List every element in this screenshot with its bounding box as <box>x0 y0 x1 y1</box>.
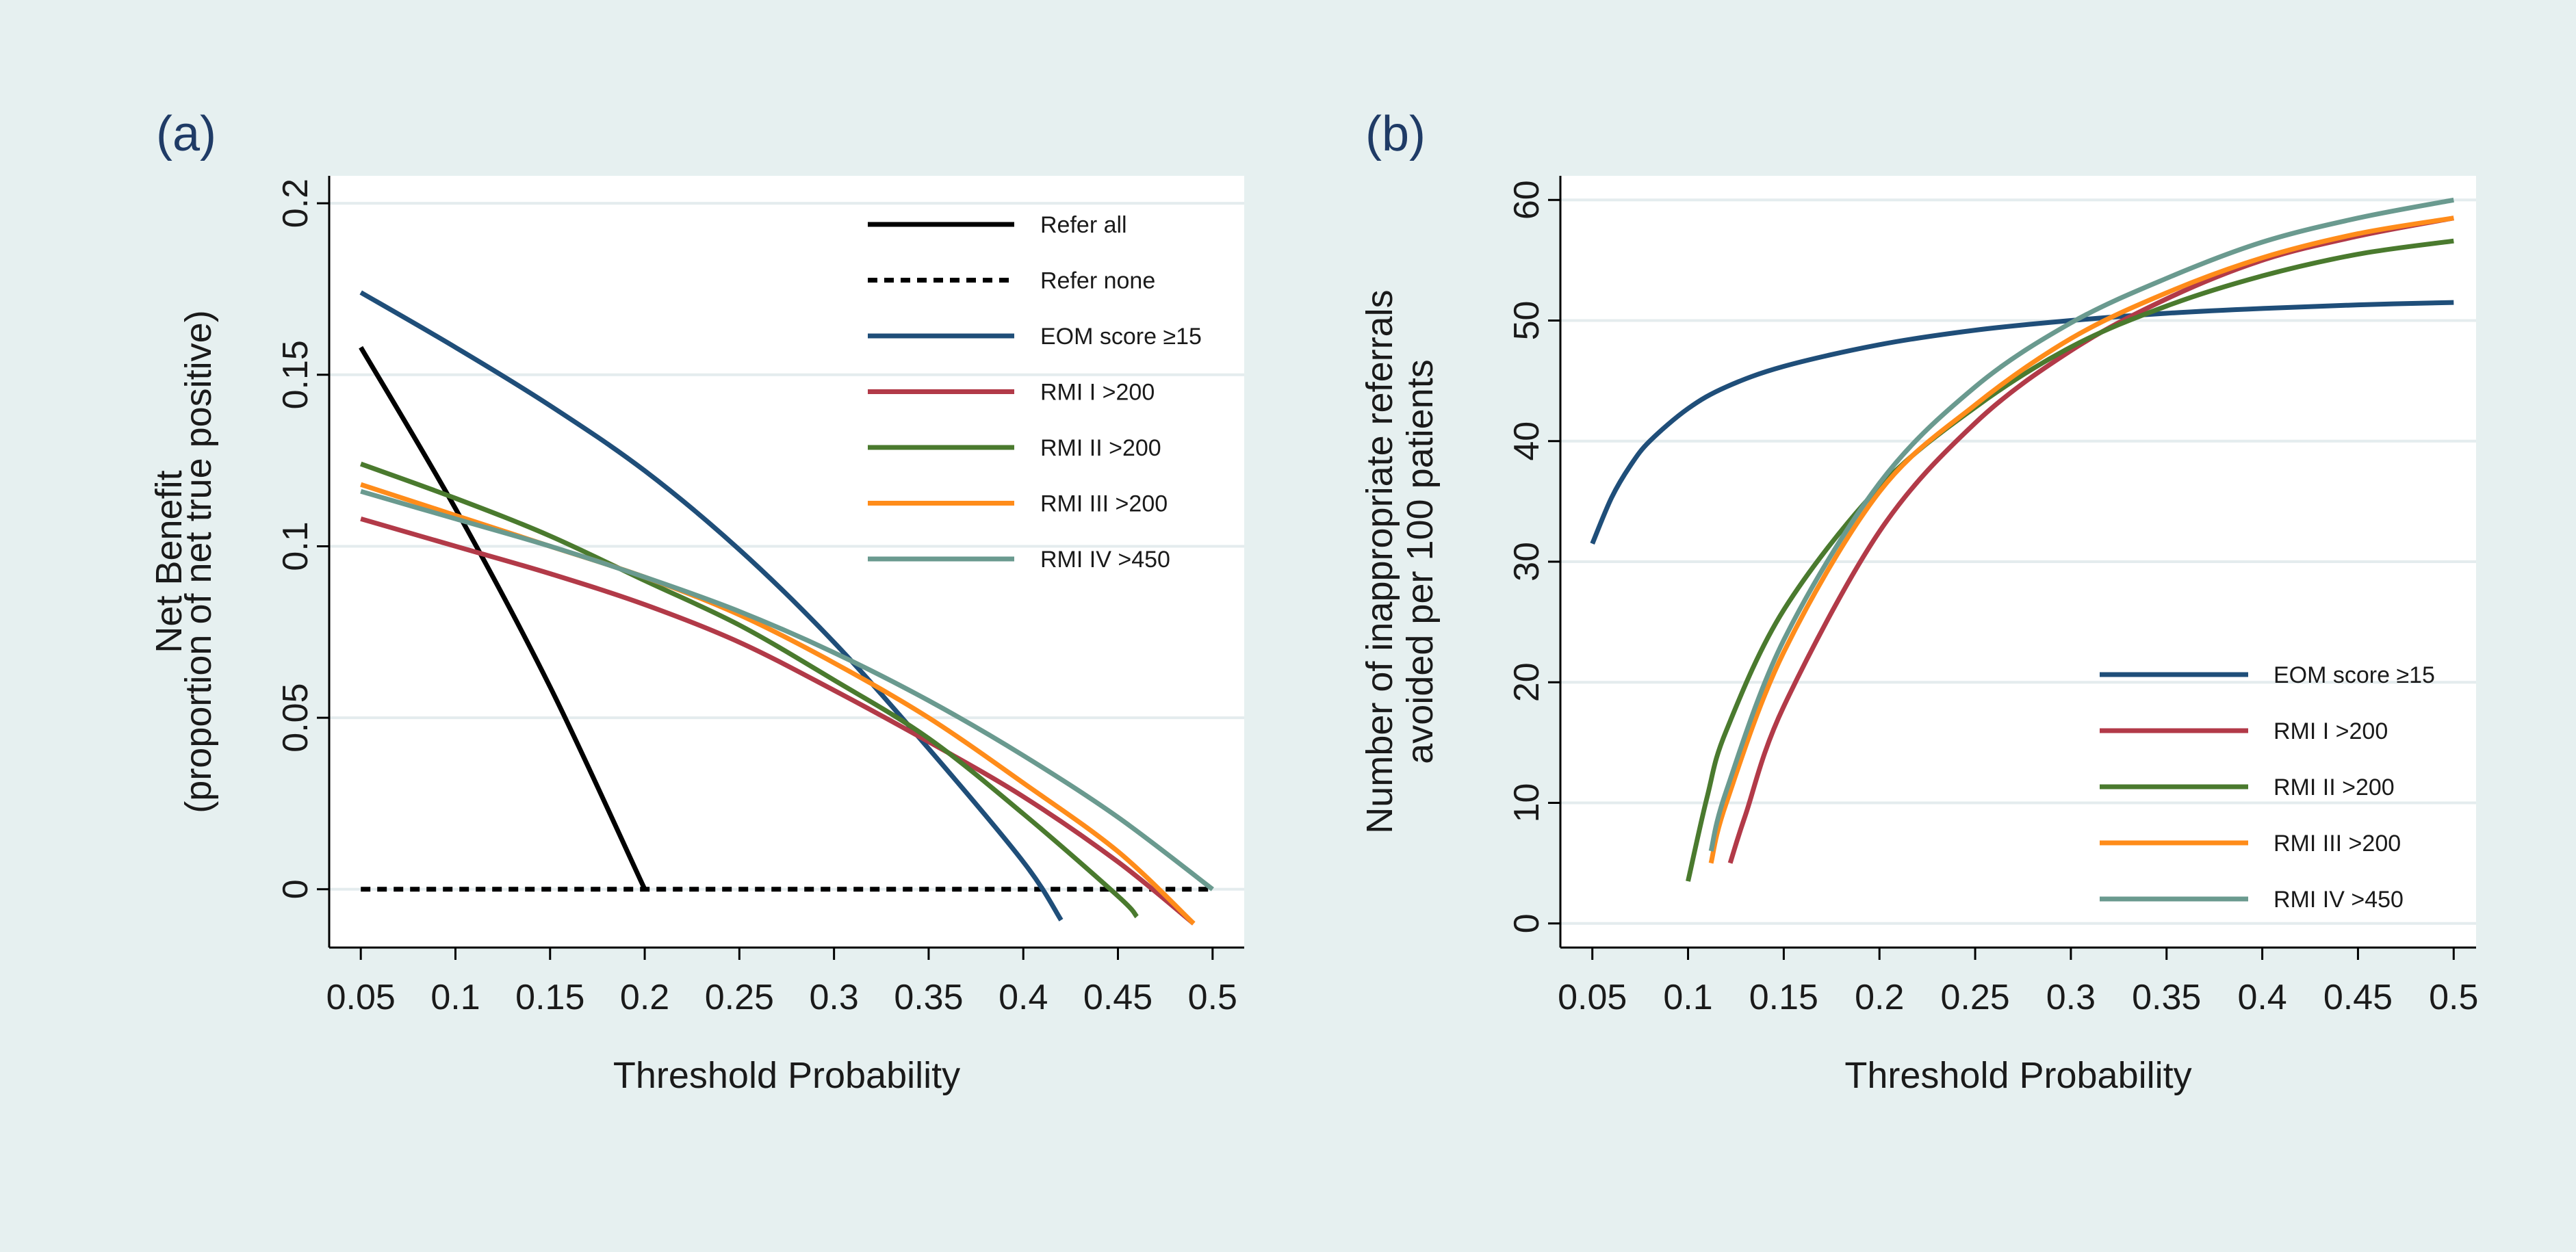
legend-label: EOM score ≥15 <box>1040 324 1202 350</box>
panel-label: (a) <box>156 107 216 161</box>
series-line-rmi-ii-200 <box>359 461 1139 919</box>
legend-label: RMI II >200 <box>1040 435 1161 461</box>
y-tick-label: 40 <box>1507 421 1547 461</box>
x-tick-label: 0.35 <box>894 978 963 1017</box>
legend: EOM score ≥15 RMI I >200 RMI II >200 RMI II… <box>2100 662 2435 913</box>
x-tick-label: 0.45 <box>2323 978 2393 1017</box>
legend-label: EOM score ≥15 <box>2274 662 2435 688</box>
x-tick-label: 0.3 <box>2046 978 2096 1017</box>
x-tick-label: 0.4 <box>999 978 1048 1017</box>
y-tick-label: 0.15 <box>276 340 315 409</box>
y-tick-label: 0 <box>1507 913 1547 933</box>
legend-label: Refer all <box>1040 212 1127 238</box>
x-tick-label: 0.3 <box>809 978 858 1017</box>
y-tick-label: 60 <box>1507 180 1547 220</box>
legend-label: RMI IV >450 <box>2274 887 2404 913</box>
x-tick-label: 0.1 <box>1663 978 1712 1017</box>
series-line-rmi-i-200 <box>360 516 1196 926</box>
plot-area <box>329 176 1244 948</box>
legend-label: RMI IV >450 <box>1040 547 1170 573</box>
y-tick-label: 20 <box>1507 662 1547 702</box>
x-tick-label: 0.35 <box>2132 978 2201 1017</box>
series-line-refer-all <box>359 345 647 891</box>
x-axis-title: Threshold Probability <box>1844 1055 2191 1096</box>
legend-label: RMI I >200 <box>2274 718 2388 744</box>
x-tick-label: 0.25 <box>1940 978 2009 1017</box>
panel-a: 0 0.05 0.1 0.15 0.2 0.05 0.1 0.15 0.2 0.25 0.3 0.35… <box>149 107 1244 1096</box>
x-tick-label: 0.05 <box>1558 978 1627 1017</box>
y-axis-title-line: Net Benefit <box>149 470 190 653</box>
y-axis-title-line: (proportion of net true positive) <box>178 310 219 813</box>
y-axis-title-line: Number of inappropriate referrals <box>1359 289 1400 833</box>
legend: Refer all Refer none EOM score ≥15 RMI I >2… <box>868 212 1202 573</box>
legend-label: RMI I >200 <box>1040 380 1155 406</box>
y-tick-label: 10 <box>1507 783 1547 823</box>
series-line-rmi-iv-450 <box>360 488 1214 891</box>
y-axis-title-line: avoided per 100 patients <box>1400 359 1441 764</box>
panel-b: 0 10 20 30 40 50 60 0.05 0.1 0.15 0.2 0.25 0.3 0.35 0.… <box>1359 107 2478 1096</box>
legend-label: RMI III >200 <box>1040 491 1168 517</box>
x-tick-label: 0.2 <box>1855 978 1904 1017</box>
legend-label: RMI II >200 <box>2274 774 2395 800</box>
x-tick-label: 0.25 <box>705 978 774 1017</box>
x-tick-label: 0.2 <box>620 978 669 1017</box>
x-axis-title: Threshold Probability <box>613 1055 960 1096</box>
legend-label: Refer none <box>1040 268 1155 294</box>
x-tick-label: 0.15 <box>1749 978 1818 1017</box>
x-tick-label: 0.1 <box>430 978 480 1017</box>
series-line-rmi-iv-450 <box>1708 197 2454 852</box>
x-tick-label: 0.05 <box>326 978 396 1017</box>
series-line-eom-score-15 <box>1590 300 2454 545</box>
legend-label: RMI III >200 <box>2274 831 2401 857</box>
y-tick-label: 0.05 <box>276 683 315 752</box>
y-tick-label: 0.1 <box>276 521 315 571</box>
x-tick-label: 0.45 <box>1083 978 1152 1017</box>
y-tick-label: 0 <box>276 879 315 899</box>
y-tick-label: 50 <box>1507 301 1547 341</box>
x-tick-label: 0.5 <box>1188 978 1237 1017</box>
series-line-eom-score-15 <box>359 290 1064 922</box>
x-tick-label: 0.4 <box>2237 978 2287 1017</box>
y-tick-label: 0.2 <box>276 179 315 228</box>
panel-label: (b) <box>1365 107 1426 161</box>
x-tick-label: 0.15 <box>515 978 584 1017</box>
x-tick-label: 0.5 <box>2429 978 2478 1017</box>
y-tick-label: 30 <box>1507 542 1547 582</box>
series-line-rmi-iii-200 <box>1708 216 2454 864</box>
